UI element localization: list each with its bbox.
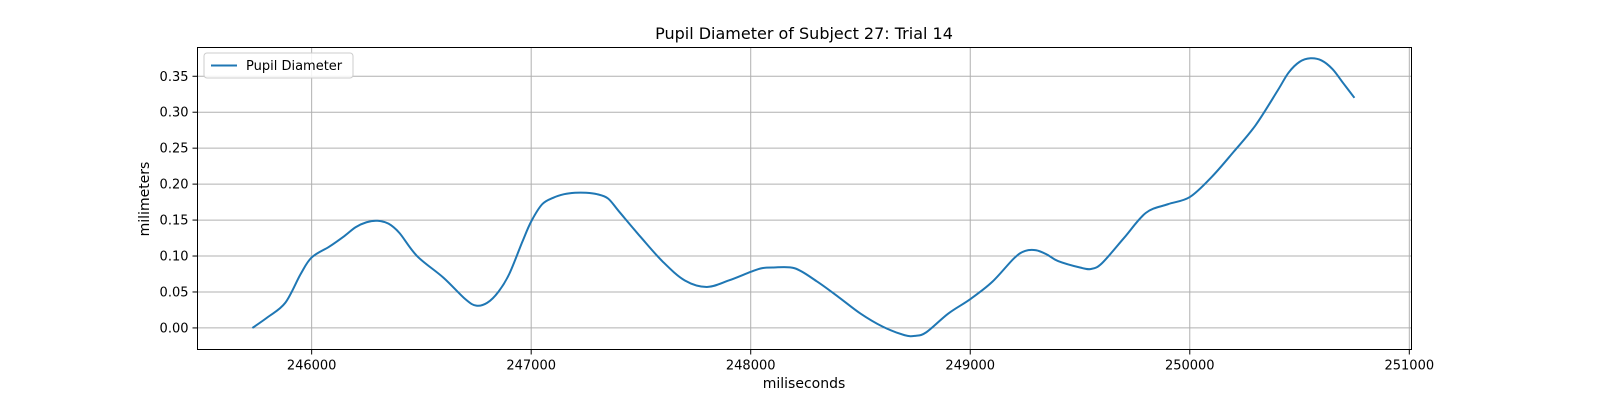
- y-tick-label: 0.05: [160, 285, 189, 300]
- y-tick-label: 0.15: [160, 214, 189, 229]
- x-tick-label: 250000: [1165, 359, 1215, 374]
- x-tick-label: 248000: [726, 359, 776, 374]
- y-axis-ticks: 0.00 0.05 0.10 0.15 0.20 0.25 0.30 0.35: [160, 70, 198, 336]
- y-tick-label: 0.30: [160, 106, 189, 121]
- grid: [197, 47, 1412, 350]
- x-tick-label: 249000: [945, 359, 995, 374]
- legend-box: [203, 52, 354, 79]
- x-axis-ticks: 246000 247000 248000 249000 250000 251000: [287, 349, 1434, 374]
- legend: Pupil Diameter: [203, 52, 354, 79]
- y-tick-label: 0.00: [160, 321, 189, 336]
- series-layer: [251, 57, 1356, 338]
- y-tick-label: 0.20: [160, 178, 189, 193]
- series-line-pupil-diameter: [251, 57, 1356, 338]
- x-tick-label: 247000: [506, 359, 556, 374]
- legend-label-pupil-diameter: Pupil Diameter: [246, 59, 343, 74]
- x-tick-label: 251000: [1384, 359, 1434, 374]
- y-axis-label: milimeters: [137, 162, 153, 237]
- x-axis-label: miliseconds: [763, 376, 846, 392]
- chart-title: Pupil Diameter of Subject 27: Trial 14: [655, 24, 953, 43]
- plot-frame: [197, 47, 1412, 350]
- y-tick-label: 0.10: [160, 250, 189, 265]
- y-tick-label: 0.25: [160, 142, 189, 157]
- y-tick-label: 0.35: [160, 70, 189, 85]
- x-tick-label: 246000: [287, 359, 337, 374]
